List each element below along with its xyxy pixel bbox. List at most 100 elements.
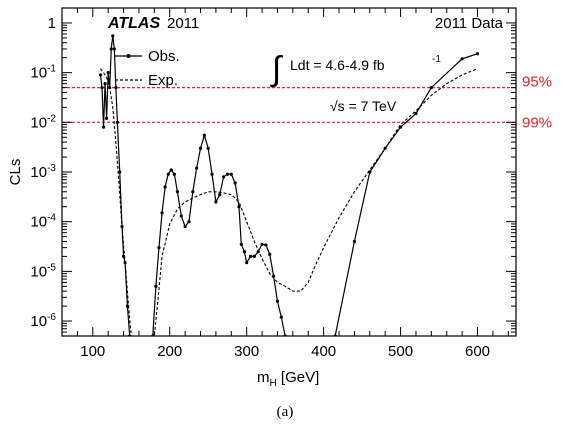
observed-point <box>475 52 480 56</box>
energy-text: √s = 7 TeV <box>330 98 397 114</box>
lumi-text: Ldt = 4.6-4.9 fb <box>290 57 385 73</box>
observed-point <box>191 190 195 194</box>
y-tick-exp: -6 <box>47 312 56 323</box>
y-tick-exp: -3 <box>47 163 56 174</box>
x-tick-label: 200 <box>157 343 182 360</box>
observed-point <box>187 220 191 224</box>
observed-point <box>283 334 287 336</box>
observed-point <box>175 190 180 194</box>
y-axis-label: CLs <box>7 159 24 186</box>
observed-point <box>429 85 433 90</box>
observed-point <box>157 246 161 250</box>
observed-point <box>214 200 218 204</box>
observed-point <box>264 243 268 247</box>
observed-point <box>202 133 206 137</box>
observed-point <box>333 334 337 336</box>
y-tick-label: 1 <box>48 15 56 32</box>
observed-point <box>111 34 115 38</box>
observed-point <box>183 224 187 229</box>
y-tick-base: 10 <box>30 114 47 131</box>
figure-caption: (a) <box>277 404 294 420</box>
x-axis-label: mH [GeV] <box>257 369 319 389</box>
observed-point <box>268 252 272 256</box>
observed-point <box>103 82 107 86</box>
y-tick-exp: -5 <box>47 262 56 273</box>
x-tick-label: 600 <box>465 343 490 360</box>
observed-point <box>195 166 199 170</box>
observed-point <box>115 120 120 124</box>
observed-point <box>242 249 246 254</box>
observed-point <box>105 116 109 120</box>
legend: Obs. Exp. <box>115 48 180 89</box>
observed-point <box>237 205 241 209</box>
observed-point <box>275 299 280 303</box>
y-tick-label: 10-4 <box>30 213 56 231</box>
series-layer <box>98 34 480 336</box>
reference-lines: 95% 99% <box>62 74 552 131</box>
observed-point <box>279 315 283 319</box>
x-axis-label-unit: [GeV] <box>277 369 320 386</box>
y-tick-exp: -4 <box>47 213 56 224</box>
observed-point <box>109 47 113 51</box>
atlas-year: 2011 <box>167 15 199 32</box>
y-tick-label: 10-3 <box>30 163 56 181</box>
legend-obs-label: Obs. <box>148 48 180 65</box>
observed-point <box>179 214 183 218</box>
y-tick-base: 10 <box>30 263 47 280</box>
observed-point <box>239 242 243 246</box>
observed-point <box>112 47 116 51</box>
observed-point <box>233 181 237 185</box>
legend-obs-marker <box>126 54 131 58</box>
observed-point <box>221 175 226 179</box>
observed-point <box>460 57 464 61</box>
y-tick-base: 10 <box>30 214 47 231</box>
y-tick-label: 10-6 <box>30 312 56 330</box>
legend-exp-label: Exp. <box>148 72 178 89</box>
observed-point <box>172 172 176 176</box>
observed-point <box>198 146 203 150</box>
atlas-label: ATLAS <box>107 15 160 32</box>
reference-label-95%: 95% <box>522 74 552 91</box>
observed-point <box>163 185 167 189</box>
observed-line-1 <box>152 133 286 336</box>
reference-label-99%: 99% <box>522 114 552 131</box>
data-label: 2011 Data <box>435 15 504 32</box>
y-tick-base: 10 <box>30 313 47 330</box>
plot-frame <box>61 7 517 337</box>
y-tick-exp: -2 <box>47 113 56 124</box>
x-tick-label: 100 <box>80 343 105 360</box>
observed-point <box>252 254 256 259</box>
y-tick-label: 10-2 <box>30 113 56 131</box>
x-axis-label-main: m <box>257 369 270 386</box>
observed-point <box>218 193 222 197</box>
observed-point <box>414 111 418 116</box>
axes-layer: 100 200 300 400 500 600110-110-210-310-410-51… <box>30 7 516 360</box>
x-tick-label: 400 <box>311 343 336 360</box>
observed-point <box>101 125 106 129</box>
y-tick-label: 10-1 <box>30 64 56 82</box>
observed-point <box>160 211 164 215</box>
y-tick-base: 10 <box>30 65 47 82</box>
observed-point <box>114 85 118 90</box>
observed-line-2 <box>334 53 478 336</box>
observed-point <box>260 242 264 246</box>
lumi-exponent: -1 <box>432 54 441 65</box>
observed-point <box>245 261 249 265</box>
observed-point <box>106 71 110 75</box>
observed-point <box>154 284 158 288</box>
observed-point <box>248 254 253 259</box>
observed-point <box>210 172 214 176</box>
x-tick-label: 300 <box>234 343 259 360</box>
y-tick-base: 10 <box>30 164 47 181</box>
observed-point <box>166 172 170 176</box>
x-axis-label-sub: H <box>270 378 277 389</box>
observed-point <box>225 172 230 176</box>
observed-point <box>128 334 132 336</box>
observed-point <box>206 146 210 150</box>
x-tick-label: 500 <box>388 343 413 360</box>
observed-point <box>100 85 104 90</box>
observed-point <box>352 239 357 244</box>
y-tick-label: 10-5 <box>30 262 56 280</box>
observed-point <box>229 172 233 176</box>
